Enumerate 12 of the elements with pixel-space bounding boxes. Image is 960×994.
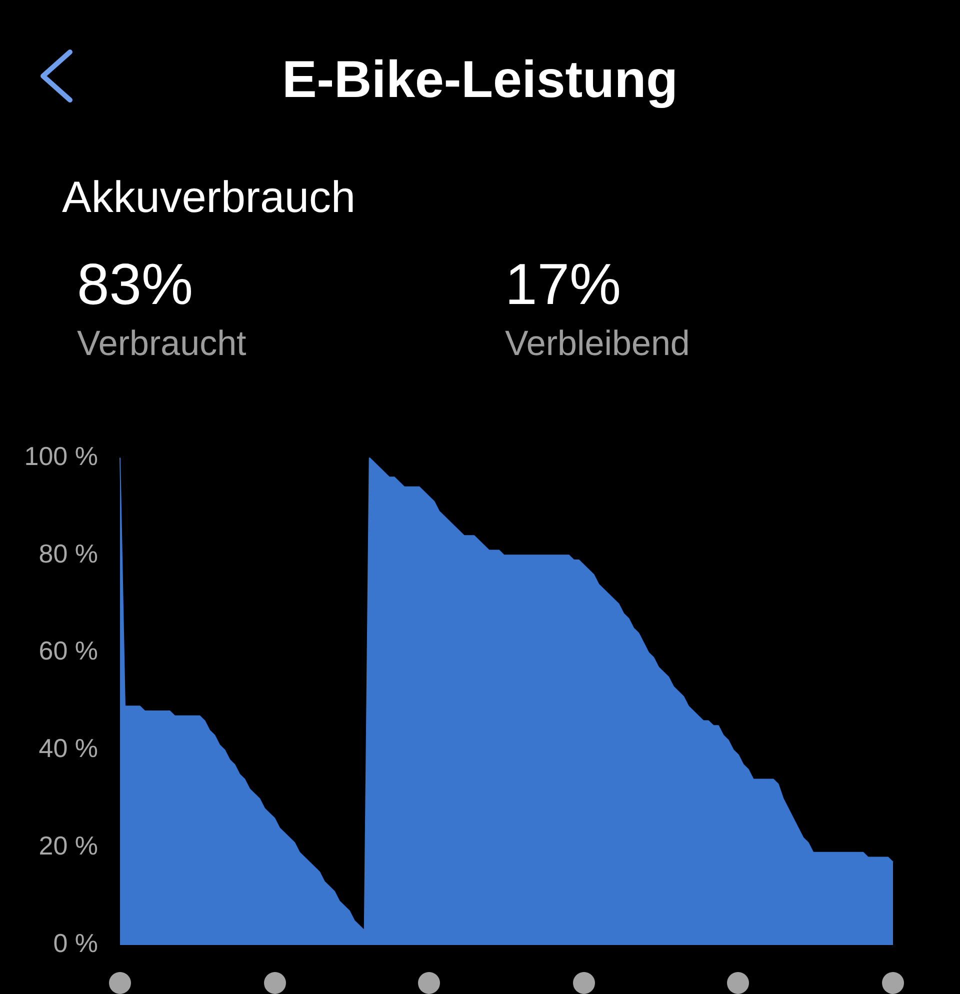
text: 83% bbox=[77, 252, 194, 317]
text: Verbraucht bbox=[77, 324, 246, 364]
chart-subtitle: Akkuverbrauch bbox=[62, 172, 356, 224]
y-tick-label: 80 % bbox=[38, 538, 98, 568]
y-tick-label: 60 % bbox=[38, 636, 98, 666]
text: 17% bbox=[505, 252, 622, 317]
y-tick-label: 0 % bbox=[53, 928, 98, 958]
text: Verbleibend bbox=[505, 324, 690, 364]
y-tick-label: 40 % bbox=[38, 733, 98, 764]
chart-title: E-Bike-Leistung bbox=[281, 50, 679, 111]
y-tick-label: 20 % bbox=[38, 830, 98, 861]
y-tick-label: 100 % bbox=[24, 440, 98, 471]
